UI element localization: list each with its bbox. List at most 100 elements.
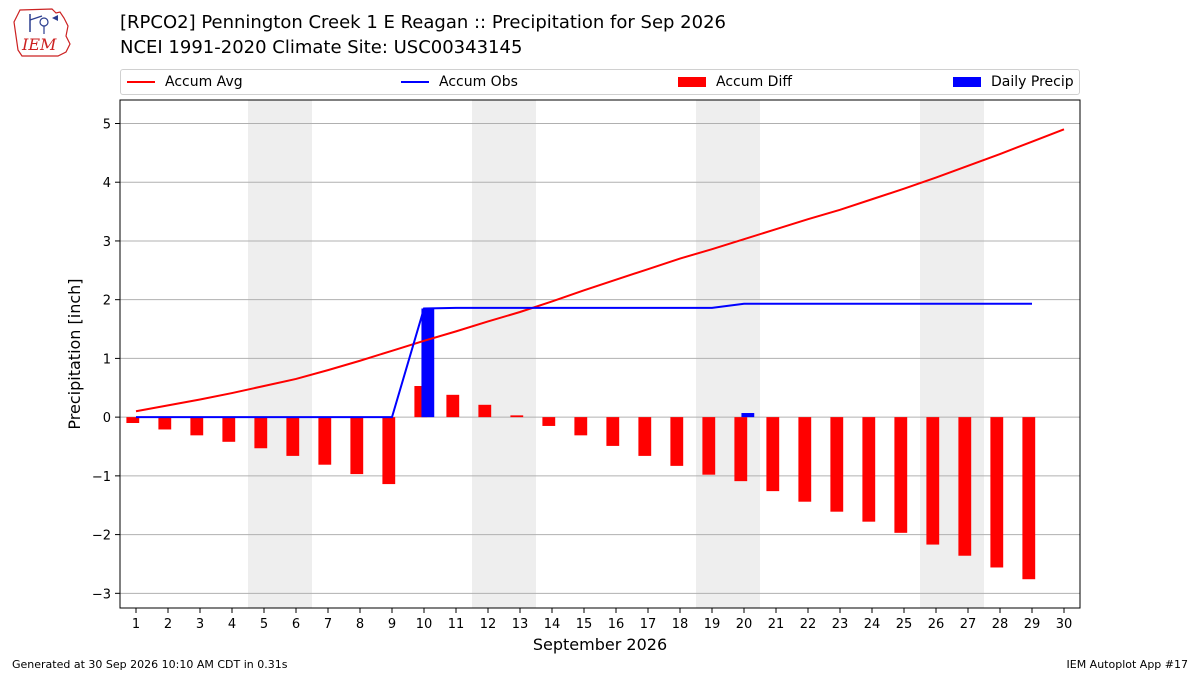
accum-diff-bar <box>542 417 556 426</box>
x-tick-label: 5 <box>260 617 268 632</box>
x-tick-label: 28 <box>992 617 1009 632</box>
y-tick-label: 0 <box>103 411 111 426</box>
legend-label-accum-obs: Accum Obs <box>439 74 518 90</box>
y-tick-label: 5 <box>103 117 111 132</box>
daily-precip-bar <box>421 308 435 418</box>
accum-obs-line <box>136 302 1032 419</box>
y-tick-label: −3 <box>92 587 111 602</box>
x-tick-label: 20 <box>736 617 753 632</box>
legend-item-daily-precip: Daily Precip <box>953 70 1074 94</box>
legend-swatch-daily-precip <box>953 77 981 87</box>
grid-lines <box>120 122 1080 594</box>
legend-swatch-accum-diff <box>678 77 706 87</box>
x-tick-label: 24 <box>864 617 881 632</box>
x-tick-label: 23 <box>832 617 849 632</box>
svg-text:IEM: IEM <box>21 35 57 54</box>
accum-lines <box>135 128 1065 419</box>
x-tick-label: 21 <box>768 617 785 632</box>
y-tick-label: −2 <box>92 529 111 544</box>
x-tick-label: 26 <box>928 617 945 632</box>
accum-diff-bar <box>510 415 524 418</box>
accum-diff-bar <box>830 417 844 512</box>
x-tick-label: 14 <box>544 617 561 632</box>
legend-swatch-accum-avg <box>127 81 155 83</box>
x-tick-label: 3 <box>196 617 204 632</box>
accum-diff-bar <box>926 417 940 545</box>
x-tick-label: 7 <box>324 617 332 632</box>
x-axis-ticks: 1 2 3 4 5 6 7 8 9 10 11 12 13 14 15 16 17 18 19 20 21 22 23 24 2… <box>132 608 1072 632</box>
accum-diff-bar <box>286 417 300 456</box>
daily-precip-bars <box>421 308 755 418</box>
x-tick-label: 8 <box>356 617 364 632</box>
accum-avg-line <box>135 128 1065 413</box>
accum-diff-bar <box>638 417 652 456</box>
x-tick-label: 9 <box>388 617 396 632</box>
accum-diff-bar <box>862 417 876 522</box>
accum-diff-bar <box>350 417 364 475</box>
y-tick-label: 4 <box>103 176 111 191</box>
accum-diff-bar <box>734 417 748 482</box>
legend-item-accum-obs: Accum Obs <box>401 70 518 94</box>
x-tick-label: 17 <box>640 617 657 632</box>
x-tick-label: 12 <box>480 617 497 632</box>
accum-diff-bar <box>446 394 460 418</box>
x-tick-label: 30 <box>1056 617 1073 632</box>
accum-diff-bar <box>318 417 332 465</box>
weekend-band-1 <box>248 100 312 608</box>
accum-diff-bar <box>478 404 492 418</box>
accum-diff-bar <box>382 417 396 485</box>
x-tick-label: 11 <box>448 617 465 632</box>
legend-item-accum-avg: Accum Avg <box>127 70 243 94</box>
x-tick-label: 10 <box>416 617 433 632</box>
accum-diff-bar <box>990 417 1004 568</box>
generated-timestamp: Generated at 30 Sep 2026 10:10 AM CDT in… <box>12 658 288 671</box>
accum-diff-bar <box>1022 417 1036 580</box>
x-axis-label: September 2026 <box>533 635 667 654</box>
accum-diff-bar <box>574 417 588 436</box>
x-tick-label: 16 <box>608 617 625 632</box>
weekend-bands <box>248 100 984 608</box>
x-tick-label: 22 <box>800 617 817 632</box>
weekend-band-2 <box>472 100 536 608</box>
legend-label-accum-diff: Accum Diff <box>716 74 793 90</box>
x-tick-label: 13 <box>512 617 529 632</box>
legend-swatch-accum-obs <box>401 81 429 83</box>
accum-diff-bar <box>670 417 684 466</box>
x-tick-label: 4 <box>228 617 236 632</box>
y-axis-label: Precipitation [inch] <box>65 278 84 429</box>
accum-diff-bars <box>126 386 1036 580</box>
accum-diff-bar <box>254 417 268 449</box>
legend-label-daily-precip: Daily Precip <box>991 74 1074 90</box>
y-tick-label: 1 <box>103 352 111 367</box>
chart-title: [RPCO2] Pennington Creek 1 E Reagan :: P… <box>120 12 726 33</box>
x-tick-label: 2 <box>164 617 172 632</box>
accum-diff-bar <box>190 417 204 436</box>
legend: Accum Avg Accum Obs Accum Diff Daily Pre… <box>120 69 1080 95</box>
x-tick-label: 18 <box>672 617 689 632</box>
x-tick-label: 15 <box>576 617 593 632</box>
chart-subtitle: NCEI 1991-2020 Climate Site: USC00343145 <box>120 37 523 58</box>
legend-item-accum-diff: Accum Diff <box>678 70 792 94</box>
y-tick-label: 3 <box>103 235 111 250</box>
y-axis-ticks: −3 −2 −1 0 1 2 3 4 5 <box>92 117 120 602</box>
x-tick-label: 29 <box>1024 617 1041 632</box>
accum-diff-bar <box>702 417 716 475</box>
accum-diff-bar <box>126 417 140 424</box>
accum-diff-bar <box>222 417 236 442</box>
plot-frame <box>119 99 1081 609</box>
iem-logo: IEM <box>13 8 71 57</box>
accum-diff-bar <box>894 417 908 533</box>
legend-label-accum-avg: Accum Avg <box>165 74 243 90</box>
x-tick-label: 19 <box>704 617 721 632</box>
x-tick-label: 25 <box>896 617 913 632</box>
accum-diff-bar <box>798 417 812 502</box>
x-tick-label: 27 <box>960 617 977 632</box>
accum-diff-bar <box>958 417 972 556</box>
y-tick-label: −1 <box>92 470 111 485</box>
daily-precip-bar <box>741 413 755 418</box>
weekend-band-3 <box>696 100 760 608</box>
x-tick-label: 1 <box>132 617 140 632</box>
accum-diff-bar <box>158 417 172 430</box>
accum-diff-bar <box>606 417 620 446</box>
